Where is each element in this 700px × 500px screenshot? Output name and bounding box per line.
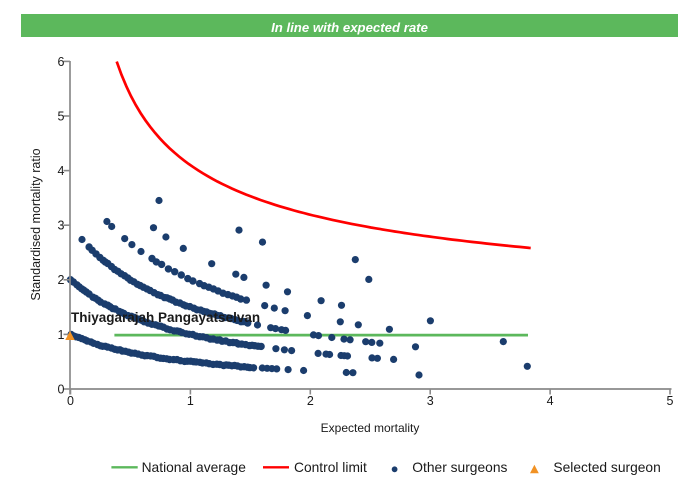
svg-text:Thiyagarajah Pangayatselvan: Thiyagarajah Pangayatselvan — [71, 310, 260, 325]
svg-text:Selected surgeon: Selected surgeon — [553, 460, 660, 475]
svg-text:Expected mortality: Expected mortality — [321, 421, 420, 435]
svg-text:1: 1 — [58, 328, 65, 342]
svg-text:2: 2 — [307, 394, 314, 408]
svg-text:3: 3 — [58, 219, 65, 233]
svg-text:3: 3 — [427, 394, 434, 408]
svg-text:Control limit: Control limit — [294, 460, 367, 475]
svg-text:5: 5 — [667, 394, 674, 408]
svg-text:National average: National average — [142, 460, 247, 475]
svg-text:Standardised mortality ratio: Standardised mortality ratio — [29, 148, 43, 300]
svg-text:4: 4 — [547, 394, 554, 408]
svg-text:Other surgeons: Other surgeons — [412, 460, 507, 475]
svg-text:In line with expected rate: In line with expected rate — [271, 20, 428, 35]
svg-text:6: 6 — [58, 55, 65, 69]
svg-text:0: 0 — [67, 394, 74, 408]
svg-text:4: 4 — [58, 164, 65, 178]
svg-text:1: 1 — [187, 394, 194, 408]
svg-text:2: 2 — [58, 273, 65, 287]
svg-text:5: 5 — [58, 109, 65, 123]
svg-text:0: 0 — [58, 382, 65, 396]
